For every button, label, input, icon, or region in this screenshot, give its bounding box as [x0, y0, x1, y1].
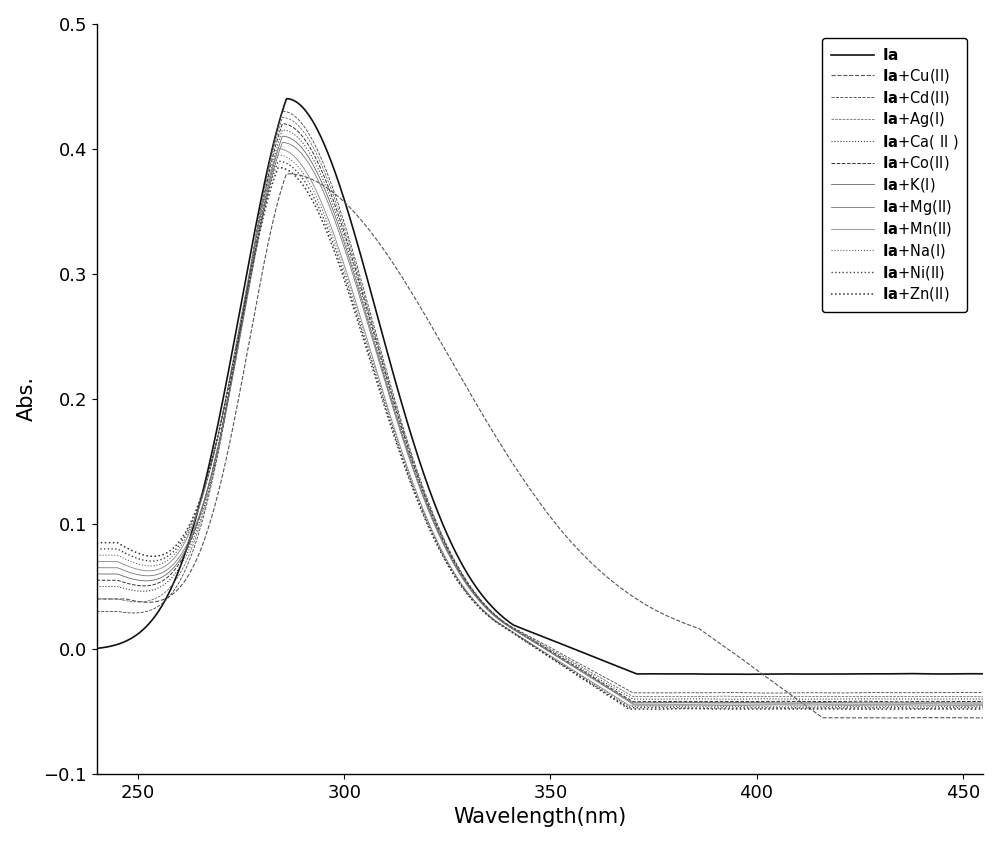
- Y-axis label: Abs.: Abs.: [17, 376, 37, 421]
- Legend: $\mathbf{Ia}$, $\mathbf{Ia}$+Cu(II), $\mathbf{Ia}$+Cd(II), $\mathbf{Ia}$+Ag(I), : $\mathbf{Ia}$, $\mathbf{Ia}$+Cu(II), $\m…: [822, 39, 967, 312]
- X-axis label: Wavelength(nm): Wavelength(nm): [453, 808, 627, 827]
